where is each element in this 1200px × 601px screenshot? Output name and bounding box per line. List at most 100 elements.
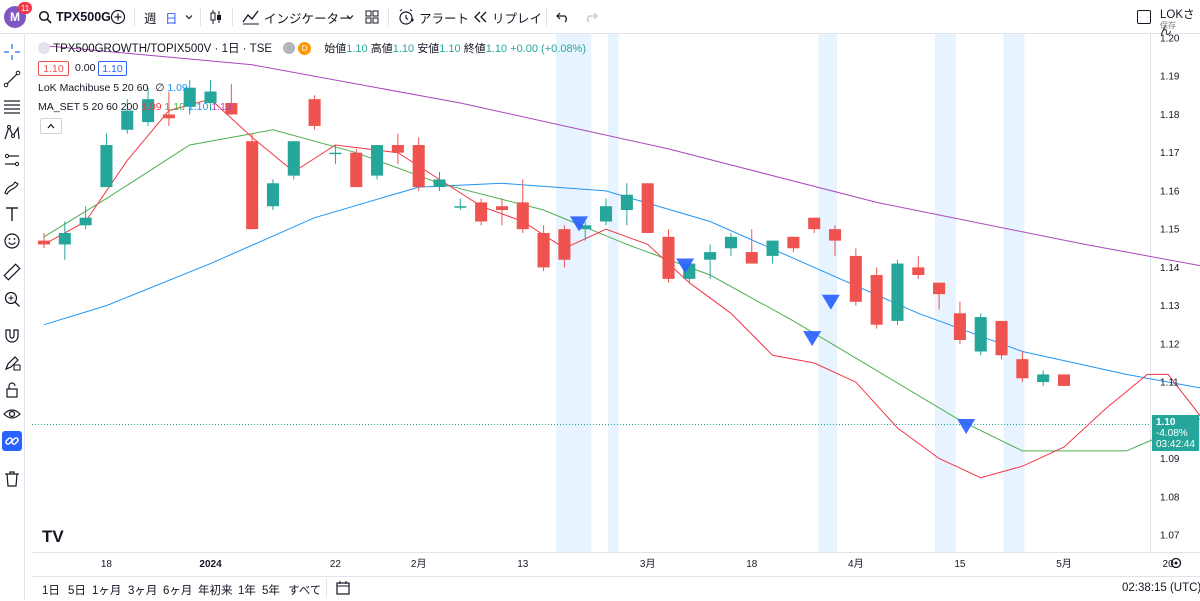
price-axis-label: 1.11 [1160, 378, 1179, 389]
brush-tool[interactable] [2, 177, 22, 197]
price-axis-label: 1.17 [1160, 148, 1180, 159]
signal-highlight-band [556, 34, 592, 552]
candle [787, 236, 800, 253]
zoom-tool[interactable] [2, 289, 22, 309]
candle [287, 141, 300, 180]
pattern-tool[interactable] [2, 123, 22, 143]
buy-price-box[interactable]: 1.10 [98, 61, 127, 76]
candle-body [225, 102, 238, 115]
candle-body [745, 252, 758, 264]
lock-tool[interactable] [2, 380, 22, 400]
rewind-icon [474, 11, 487, 23]
replay-button[interactable]: リプレイ [474, 0, 542, 34]
last-price-tag: 1.10 -4.08% 03:42:44 [1152, 415, 1199, 451]
save-status: 保存 [1160, 21, 1176, 30]
text-tool[interactable] [2, 204, 22, 224]
delayed-badge: D [298, 41, 312, 55]
trendline-icon [3, 70, 21, 88]
replay-label: リプレイ [492, 11, 543, 26]
toolbar-divider [326, 579, 327, 597]
price-axis-label: 1.08 [1160, 492, 1180, 503]
visibility-tool[interactable] [2, 404, 22, 424]
candle [537, 225, 550, 272]
undo-button[interactable] [556, 0, 570, 34]
signal-highlight-band [818, 34, 838, 552]
lock-drawings-tool[interactable] [2, 353, 22, 373]
settings-gear-icon[interactable] [1170, 557, 1182, 569]
symbol-search-button[interactable]: TPX500G [38, 0, 111, 34]
candle-body [1057, 374, 1071, 386]
range-all-button[interactable]: すべて [288, 585, 322, 597]
candle [662, 229, 675, 283]
range-ytd-button[interactable]: 年初来 [198, 585, 233, 597]
sell-price-box[interactable]: 1.10 [38, 61, 69, 76]
link-tool[interactable] [2, 431, 22, 451]
crosshair-tool[interactable] [2, 42, 22, 62]
range-1d-button[interactable]: 1日 [42, 585, 60, 597]
indicator-templates-dropdown[interactable] [345, 0, 355, 34]
svg-text:TV: TV [42, 527, 64, 546]
collapse-legend-button[interactable] [40, 118, 62, 134]
ruler-icon [3, 263, 21, 281]
indicators-button[interactable]: インジケーター [242, 0, 352, 34]
goto-date-button[interactable] [335, 580, 351, 599]
candle-body [724, 236, 737, 249]
utc-clock[interactable]: 02:38:15 (UTC) [1122, 582, 1200, 594]
candle [641, 183, 654, 233]
price-axis-label: 1.20 [1160, 34, 1180, 45]
chart-legend: TPX500GROWTH/TOPIX500V · 1日 · TSE D 始値1.… [38, 40, 586, 56]
range-1y-button[interactable]: 1年 [238, 585, 256, 597]
time-axis-label: 13 [517, 559, 529, 570]
prediction-tool[interactable] [2, 150, 22, 170]
signal-highlight-band [934, 34, 956, 552]
compare-button[interactable] [110, 0, 126, 34]
symbol-title[interactable]: TPX500GROWTH/TOPIX500V · 1日 · TSE [53, 43, 273, 55]
magnet-tool[interactable] [2, 326, 22, 346]
candle [162, 91, 175, 126]
fib-icon [4, 100, 20, 114]
range-6m-button[interactable]: 6ヶ月 [163, 585, 193, 597]
range-5d-button[interactable]: 5日 [68, 585, 86, 597]
candle [142, 87, 155, 126]
candle-body [79, 217, 92, 226]
range-5y-button[interactable]: 5年 [262, 585, 280, 597]
candle [995, 320, 1008, 360]
candle-body [37, 240, 51, 245]
range-1m-button[interactable]: 1ヶ月 [92, 585, 122, 597]
layouts-button[interactable] [364, 0, 380, 34]
candle-body [933, 282, 946, 295]
alert-button[interactable]: アラート [397, 0, 469, 34]
delete-tool[interactable] [2, 469, 22, 489]
bar-countdown: 03:42:44 [1156, 439, 1195, 450]
high-label: 高値 [370, 43, 393, 55]
candle [266, 179, 280, 211]
ruler-tool[interactable] [2, 262, 22, 282]
time-axis-label: 20 [1163, 559, 1175, 570]
indicator-ma-set[interactable]: MA_SET 5 20 60 200 1.09 1.10 1.10 1.13 [38, 101, 232, 113]
candle-body [475, 202, 488, 222]
price-axis-label: 1.19 [1160, 72, 1180, 83]
layout-checkbox[interactable] [1137, 0, 1151, 34]
range-3m-button[interactable]: 3ヶ月 [128, 585, 158, 597]
interval-day-button[interactable]: 日 [165, 0, 178, 34]
candle-body [912, 267, 925, 276]
fib-tool[interactable] [2, 96, 22, 116]
user-name[interactable]: LOKさん [1160, 9, 1195, 37]
interval-dropdown[interactable] [184, 0, 194, 34]
candle-body [787, 236, 800, 249]
candle-body [329, 152, 342, 155]
indicator-machibuse[interactable]: LoK Machibuse 5 20 60 ∅ 1.09 [38, 82, 188, 94]
redo-button[interactable] [584, 0, 598, 34]
candle-body [870, 275, 883, 325]
interval-week-button[interactable]: 週 [144, 0, 157, 34]
candle-body [1016, 359, 1029, 379]
close-label: 終値 [463, 43, 486, 55]
toolbar-divider [546, 8, 547, 26]
chart-type-button[interactable] [208, 0, 224, 34]
indicator-name: MA_SET 5 20 60 200 [38, 101, 139, 113]
emoji-tool[interactable] [2, 231, 22, 251]
candle [371, 145, 384, 180]
candle-body [204, 91, 217, 103]
trendline-tool[interactable] [2, 69, 22, 89]
